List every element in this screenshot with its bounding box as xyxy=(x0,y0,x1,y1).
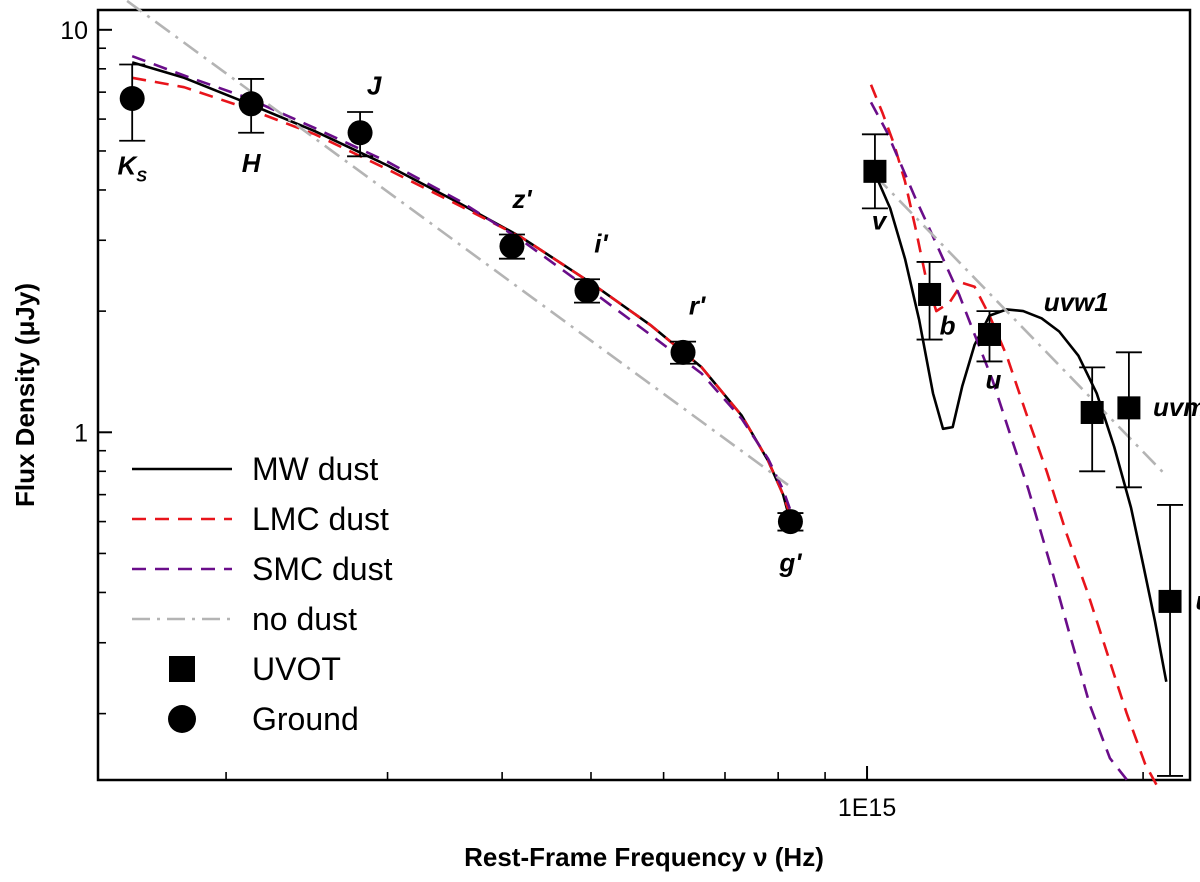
uvot-marker-3 xyxy=(1117,396,1141,420)
legend-item-uvot-swatch xyxy=(169,656,195,682)
band-label-zp: z' xyxy=(511,184,532,214)
ground-marker-6 xyxy=(777,509,803,535)
band-label-b: b xyxy=(940,310,956,340)
uvot-marker-4 xyxy=(1158,589,1182,613)
uvot-marker-2 xyxy=(977,322,1001,346)
band-label-v: v xyxy=(872,205,888,235)
band-label-uvw1: uvw1 xyxy=(1044,287,1109,317)
legend: MW dust LMC dust SMC dust no dust UVOT Grou… xyxy=(132,451,393,737)
ground-marker-5 xyxy=(670,339,696,365)
ground-marker-1 xyxy=(238,91,264,117)
axes: 10 1 1E15 Rest-Frame Frequency ν (Hz) Flux D… xyxy=(10,17,1144,872)
series-line-smc-dust xyxy=(131,54,1128,781)
plot-border xyxy=(96,8,1192,782)
series-line-lmc-dust xyxy=(131,76,1160,790)
x-tick-label: 1E15 xyxy=(838,794,896,822)
ground-marker-2 xyxy=(347,120,373,146)
uvot-marker-1 xyxy=(918,282,942,306)
series-line-no-dust xyxy=(126,0,1168,486)
x-axis-title: Rest-Frame Frequency ν (Hz) xyxy=(464,842,824,872)
band-label-ip: i' xyxy=(594,229,608,259)
legend-item-lmc-dust-label: LMC dust xyxy=(252,501,389,537)
legend-item-ground-swatch xyxy=(168,705,196,733)
band-label-J: J xyxy=(367,71,382,101)
band-label-K: KS xyxy=(117,151,147,186)
y-tick-label: 10 xyxy=(60,17,88,45)
band-label-uvw2: uvw2 xyxy=(1196,585,1200,615)
ground-marker-3 xyxy=(499,233,525,259)
band-label-u: u xyxy=(986,364,1002,394)
y-tick-label: 1 xyxy=(74,419,88,447)
uvot-marker-0 xyxy=(863,159,887,183)
legend-item-ground-label: Ground xyxy=(252,701,359,737)
ground-marker-4 xyxy=(574,278,600,304)
legend-item-no-dust-label: no dust xyxy=(252,601,357,637)
y-axis-title: Flux Density (μJy) xyxy=(10,283,40,507)
data-points xyxy=(119,63,1184,777)
legend-item-uvot-label: UVOT xyxy=(252,651,341,687)
band-label-H: H xyxy=(242,148,262,178)
ground-marker-0 xyxy=(119,86,145,112)
legend-item-mw-dust-label: MW dust xyxy=(252,451,378,487)
band-label-rp: r' xyxy=(689,290,706,320)
legend-item-smc-dust-label: SMC dust xyxy=(252,551,393,587)
plot-frame xyxy=(96,8,1192,782)
band-label-uvm2: uvm2 xyxy=(1153,392,1200,422)
band-label-gp: g' xyxy=(778,548,802,578)
uvot-marker-5 xyxy=(1080,400,1104,424)
